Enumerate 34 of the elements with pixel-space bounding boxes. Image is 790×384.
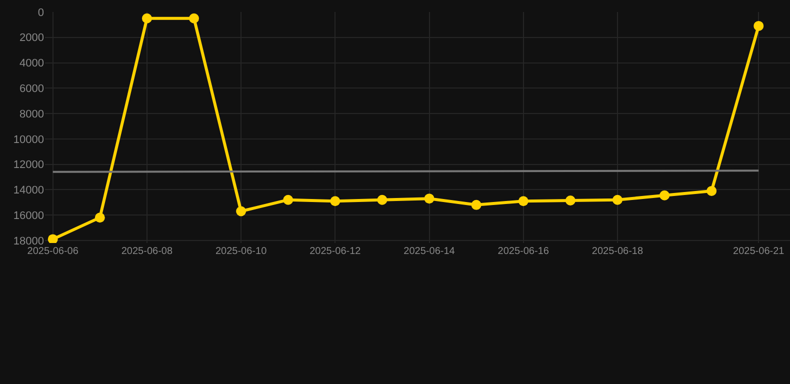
- point: [565, 195, 576, 206]
- x-tick-label: 2025-06-08: [121, 246, 173, 257]
- y-tick-label: 18000: [13, 235, 44, 248]
- point: [754, 20, 764, 31]
- y-tick-label: 0: [38, 6, 44, 19]
- point: [612, 194, 622, 205]
- point: [142, 13, 152, 24]
- point: [189, 13, 199, 24]
- x-tick-label: 2025-06-16: [498, 246, 550, 257]
- y-tick-label: 16000: [13, 210, 44, 222]
- y-tick-label: 4000: [20, 58, 44, 70]
- x-tick-label: 2025-06-18: [592, 246, 644, 257]
- x-tick-label: 2025-06-14: [404, 246, 456, 257]
- point: [94, 212, 105, 223]
- y-tick-label: 10000: [13, 134, 44, 146]
- point: [471, 200, 482, 210]
- x-tick-label: 2025-06-12: [310, 246, 362, 257]
- point: [283, 194, 294, 205]
- point: [330, 196, 340, 206]
- point: [377, 194, 388, 205]
- x-tick-label: 2025-06-21: [733, 246, 785, 257]
- x-tick-label: 2025-06-10: [215, 246, 268, 257]
- point: [660, 190, 670, 200]
- y-tick-label: 2000: [20, 32, 44, 44]
- point: [48, 234, 58, 243]
- y-tick-label: 14000: [13, 184, 44, 197]
- point: [706, 186, 717, 196]
- y-tick-label: 8000: [20, 108, 44, 120]
- x-tick-label: 2025-06-06: [27, 246, 79, 257]
- y-tick-label: 6000: [20, 83, 44, 95]
- y-tick-label: 12000: [13, 159, 44, 172]
- point: [424, 194, 434, 204]
- point: [518, 196, 528, 206]
- point: [236, 206, 246, 216]
